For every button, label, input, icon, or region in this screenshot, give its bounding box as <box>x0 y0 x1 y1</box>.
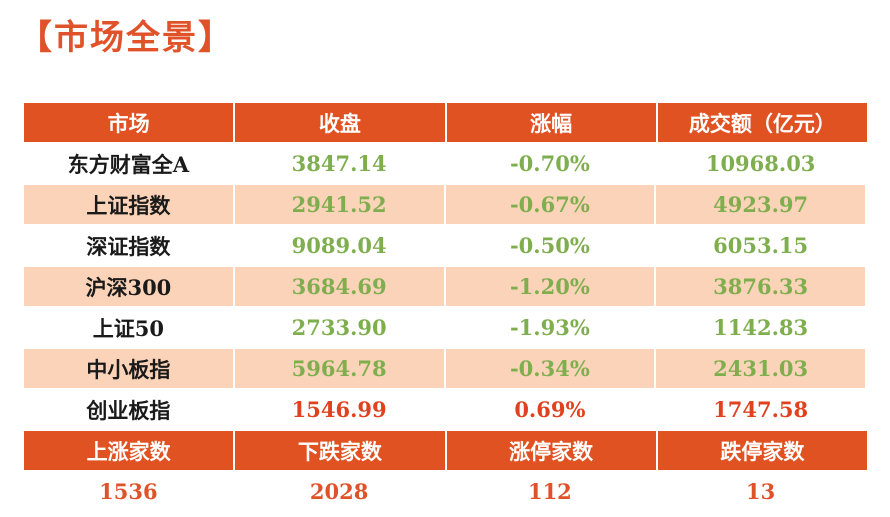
index-name: 沪深300 <box>24 267 235 308</box>
table-row: 创业板指 1546.99 0.69% 1747.58 <box>24 390 867 431</box>
close-value: 2941.52 <box>234 185 446 226</box>
change-value: -0.34% <box>445 349 657 390</box>
decliners-header: 下跌家数 <box>235 431 447 472</box>
close-value: 9089.04 <box>234 226 446 267</box>
change-value: 0.69% <box>445 390 657 431</box>
volume-value: 4923.97 <box>656 185 867 226</box>
volume-value: 1142.83 <box>656 308 867 349</box>
advancers-header: 上涨家数 <box>24 431 236 472</box>
close-value: 5964.78 <box>234 349 446 390</box>
table-row: 沪深300 3684.69 -1.20% 3876.33 <box>24 267 867 308</box>
limit-down-header: 跌停家数 <box>657 431 867 472</box>
decliners-count: 2028 <box>234 472 446 513</box>
column-header-change: 涨幅 <box>446 103 658 144</box>
limit-up-count: 112 <box>445 472 657 513</box>
index-name: 深证指数 <box>24 226 235 267</box>
close-value: 3847.14 <box>234 144 446 185</box>
limit-down-count: 13 <box>656 472 867 513</box>
index-name: 东方财富全A <box>24 144 235 185</box>
table-row: 东方财富全A 3847.14 -0.70% 10968.03 <box>24 144 867 185</box>
limit-up-header: 涨停家数 <box>446 431 658 472</box>
close-value: 1546.99 <box>234 390 446 431</box>
table-row: 上证指数 2941.52 -0.67% 4923.97 <box>24 185 867 226</box>
table-header-row: 市场 收盘 涨幅 成交额（亿元） <box>24 103 867 144</box>
volume-value: 6053.15 <box>656 226 867 267</box>
index-name: 上证50 <box>24 308 235 349</box>
page-title: 【市场全景】 <box>18 18 234 58</box>
index-name: 上证指数 <box>24 185 235 226</box>
breadth-values-row: 1536 2028 112 13 <box>24 472 867 513</box>
volume-value: 3876.33 <box>656 267 867 308</box>
table-row: 中小板指 5964.78 -0.34% 2431.03 <box>24 349 867 390</box>
column-header-volume: 成交额（亿元） <box>657 103 867 144</box>
index-name: 创业板指 <box>24 390 235 431</box>
market-overview-table: 市场 收盘 涨幅 成交额（亿元） 东方财富全A 3847.14 -0.70% 1… <box>24 103 867 513</box>
change-value: -0.50% <box>445 226 657 267</box>
advancers-count: 1536 <box>24 472 235 513</box>
change-value: -1.93% <box>445 308 657 349</box>
table-row: 深证指数 9089.04 -0.50% 6053.15 <box>24 226 867 267</box>
index-name: 中小板指 <box>24 349 235 390</box>
breadth-header-row: 上涨家数 下跌家数 涨停家数 跌停家数 <box>24 431 867 472</box>
close-value: 2733.90 <box>234 308 446 349</box>
volume-value: 1747.58 <box>656 390 867 431</box>
change-value: -1.20% <box>445 267 657 308</box>
column-header-market: 市场 <box>24 103 236 144</box>
column-header-close: 收盘 <box>235 103 447 144</box>
close-value: 3684.69 <box>234 267 446 308</box>
change-value: -0.67% <box>445 185 657 226</box>
volume-value: 10968.03 <box>656 144 867 185</box>
change-value: -0.70% <box>445 144 657 185</box>
table-row: 上证50 2733.90 -1.93% 1142.83 <box>24 308 867 349</box>
volume-value: 2431.03 <box>656 349 867 390</box>
